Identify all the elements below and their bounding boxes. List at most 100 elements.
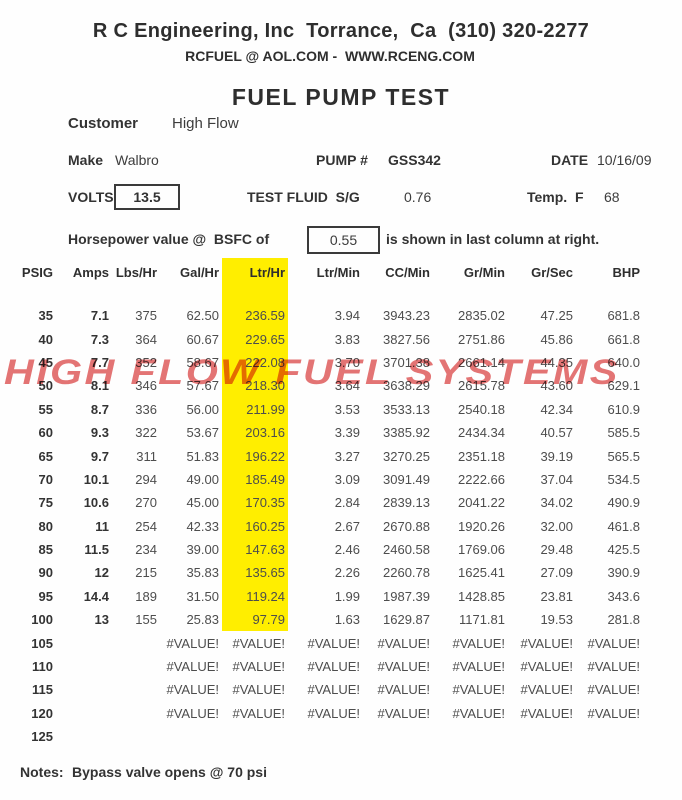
- table-row: 120 #VALUE! #VALUE! #VALUE! #VALUE! #VALUE! #V…: [0, 702, 643, 725]
- table-cell: 55: [38, 401, 53, 417]
- table-cell: 294: [135, 471, 157, 487]
- company-contact: RCFUEL @ AOL.COM - WWW.RCENG.COM: [185, 48, 475, 64]
- table-cell: 10.6: [83, 495, 109, 511]
- table-cell: #VALUE!: [166, 705, 219, 721]
- table-row: 105 #VALUE! #VALUE! #VALUE! #VALUE! #VALUE! #V…: [0, 631, 643, 654]
- table-cell: 8.1: [90, 378, 109, 394]
- table-cell: #VALUE!: [307, 659, 360, 675]
- table-cell: 185.49: [222, 467, 288, 492]
- table-cell: #VALUE!: [587, 659, 640, 675]
- table-cell: #VALUE!: [587, 635, 640, 651]
- table-cell: 2222.66: [458, 471, 505, 487]
- column-header: Lbs/Hr: [115, 264, 157, 280]
- table-cell: 490.9: [607, 495, 640, 511]
- table-cell: 60: [38, 425, 53, 441]
- table-cell: 7.7: [90, 354, 109, 370]
- table-cell: 222.08: [222, 350, 288, 375]
- table-cell: #VALUE!: [377, 682, 430, 698]
- table-cell: 51.83: [186, 448, 219, 464]
- table-cell: 3.39: [334, 425, 360, 441]
- table-cell: 1625.41: [458, 565, 505, 581]
- table-cell: #VALUE!: [377, 659, 430, 675]
- table-cell: 43.60: [540, 378, 573, 394]
- spacer-cell: [576, 286, 643, 304]
- table-row: 110 #VALUE! #VALUE! #VALUE! #VALUE! #VALUE! #V…: [0, 655, 643, 678]
- table-cell: 97.79: [222, 608, 288, 632]
- table-cell: 125: [31, 729, 53, 745]
- table-cell: 3.09: [334, 471, 360, 487]
- table-cell: 23.81: [540, 588, 573, 604]
- table-cell: 2670.88: [383, 518, 430, 534]
- table-cell: #VALUE!: [452, 682, 505, 698]
- table-cell: 19.53: [540, 612, 573, 628]
- table-cell: 218.30: [222, 374, 288, 398]
- notes-text: Bypass valve opens @ 70 psi: [72, 764, 267, 780]
- table-cell: #VALUE!: [232, 635, 285, 651]
- page-title: FUEL PUMP TEST: [231, 84, 451, 110]
- table-cell: 2434.34: [458, 425, 505, 441]
- table-cell: 170.35: [222, 491, 288, 515]
- table-cell: 2351.18: [458, 448, 505, 464]
- spacer-row: [0, 286, 643, 304]
- table-row: 45 7.7 352 58.67 222.08 3.70 3701.38 2661.14 44.…: [0, 350, 643, 375]
- table-cell: 105: [31, 635, 53, 651]
- spacer-cell: [56, 286, 112, 304]
- bsfc-value-box: 0.55: [307, 226, 380, 254]
- table-cell: [56, 725, 112, 748]
- table-cell: 3.83: [334, 331, 360, 347]
- table-cell: 3.94: [334, 308, 360, 324]
- table-cell: 9.7: [90, 448, 109, 464]
- volts-label: VOLTS: [68, 189, 114, 205]
- spacer-cell: [433, 286, 508, 304]
- table-row: 65 9.7 311 51.83 196.22 3.27 3270.25 2351.18 39.…: [0, 444, 643, 468]
- table-cell: 45.86: [540, 331, 573, 347]
- table-cell: #VALUE!: [307, 705, 360, 721]
- column-header: PSIG: [21, 264, 53, 280]
- table-cell: 1769.06: [458, 542, 505, 558]
- table-cell: 211.99: [222, 397, 288, 421]
- table-cell: 7.1: [90, 308, 109, 324]
- table-cell: 7.3: [90, 331, 109, 347]
- table-cell: 8.7: [90, 401, 109, 417]
- table-cell: 70: [38, 471, 53, 487]
- table-cell: 3.53: [334, 401, 360, 417]
- table-cell: 565.5: [607, 448, 640, 464]
- table-cell: #VALUE!: [587, 705, 640, 721]
- date-value: 10/16/09: [597, 152, 652, 168]
- table-cell: 534.5: [607, 471, 640, 487]
- table-cell: 2.67: [334, 518, 360, 534]
- table-cell: 1428.85: [458, 588, 505, 604]
- test-data-table: PSIG Amps Lbs/Hr Gal/Hr Ltr/Hr Ltr/Min CC/Min G…: [0, 258, 643, 748]
- test-fluid-value: 0.76: [404, 189, 432, 205]
- table-cell: 115: [32, 682, 53, 698]
- test-fluid-label: TEST FLUID S/G: [247, 189, 360, 205]
- table-cell: [112, 631, 160, 654]
- table-row: 80 11 254 42.33 160.25 2.67 2670.88 1920.26 32.0…: [0, 514, 643, 538]
- table-row: 95 14.4 189 31.50 119.24 1.99 1987.39 1428.85 23…: [0, 584, 643, 609]
- table-cell: [576, 725, 643, 748]
- table-cell: 3385.92: [383, 425, 430, 441]
- table-cell: 3.27: [334, 448, 360, 464]
- table-cell: #VALUE!: [452, 705, 505, 721]
- table-cell: [222, 725, 288, 748]
- table-cell: 40.57: [540, 425, 573, 441]
- temperature-label: Temp. F: [527, 189, 584, 205]
- pump-number-value: GSS342: [388, 152, 441, 168]
- table-cell: [112, 655, 160, 678]
- table-cell: 661.8: [607, 331, 640, 347]
- table-row: 115 #VALUE! #VALUE! #VALUE! #VALUE! #VALUE! #V…: [0, 678, 643, 701]
- table-cell: #VALUE!: [377, 635, 430, 651]
- table-cell: [288, 725, 363, 748]
- table-cell: 29.48: [540, 542, 573, 558]
- table-cell: #VALUE!: [307, 682, 360, 698]
- table-cell: #VALUE!: [520, 705, 573, 721]
- table-cell: 31.50: [186, 588, 219, 604]
- table-cell: [160, 725, 222, 748]
- notes-label: Notes:: [20, 764, 64, 780]
- table-cell: 2041.22: [458, 495, 505, 511]
- table-cell: #VALUE!: [587, 682, 640, 698]
- table-cell: 3533.13: [383, 401, 430, 417]
- column-header: Ltr/Min: [316, 264, 360, 280]
- table-cell: 53.67: [186, 425, 219, 441]
- table-cell: [56, 702, 112, 725]
